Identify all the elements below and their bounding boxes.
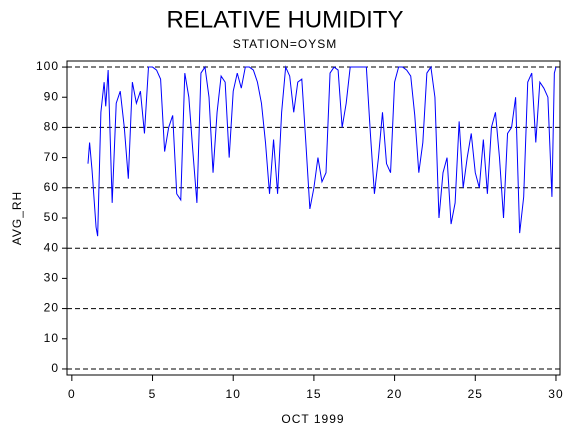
x-tick-label: 5 (149, 387, 157, 401)
x-tick-label: 20 (387, 387, 402, 401)
y-tick-label: 70 (44, 150, 59, 164)
x-tick-label: 30 (548, 387, 563, 401)
y-tick-label: 60 (44, 180, 59, 194)
y-tick-label: 30 (44, 271, 59, 285)
y-tick-label: 50 (44, 210, 59, 224)
y-tick-label: 0 (51, 361, 59, 375)
y-tick-label: 40 (44, 240, 59, 254)
x-axis-label: OCT 1999 (281, 412, 344, 426)
y-axis-label: AVG_RH (10, 191, 24, 245)
plot-frame (66, 60, 561, 376)
y-tick-label: 90 (44, 89, 59, 103)
y-tick-label: 80 (44, 120, 59, 134)
x-tick-label: 15 (306, 387, 321, 401)
chart-subtitle: STATION=OYSM (233, 37, 338, 51)
data-line (87, 65, 557, 237)
x-tick-label: 0 (68, 387, 76, 401)
y-tick-label: 10 (44, 331, 59, 345)
x-tick-label: 10 (226, 387, 241, 401)
chart-title: RELATIVE HUMIDITY (167, 6, 404, 33)
y-tick-label: 100 (36, 59, 59, 73)
x-tick-label: 25 (468, 387, 483, 401)
y-tick-label: 20 (44, 301, 59, 315)
